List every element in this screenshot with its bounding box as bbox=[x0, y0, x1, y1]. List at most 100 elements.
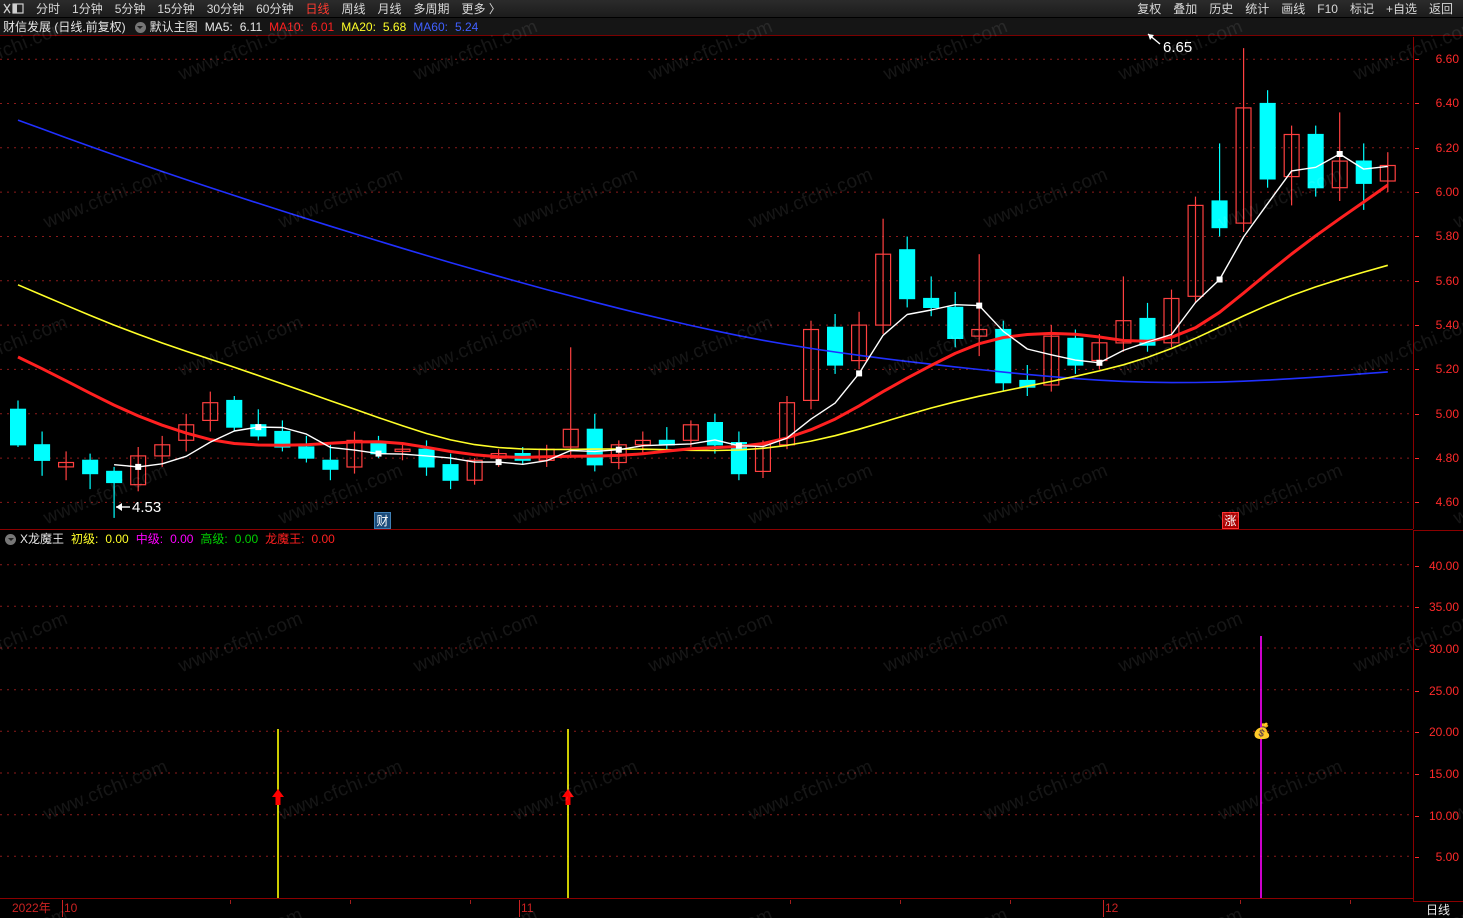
indicator-tick bbox=[1415, 732, 1419, 734]
price-tick-label: 5.60 bbox=[1435, 273, 1459, 288]
ma5-marker bbox=[135, 463, 142, 470]
ma60-label: MA60: bbox=[413, 19, 448, 34]
marker-cai[interactable]: 财 bbox=[374, 512, 391, 529]
indicator-tick bbox=[1415, 774, 1419, 775]
ma20-label: MA20: bbox=[341, 19, 376, 34]
period-tab-more[interactable]: 更多 〉 bbox=[461, 1, 501, 16]
indicator-chevron-icon[interactable] bbox=[5, 534, 16, 545]
date-axis: 2022年 10 11 12 bbox=[0, 898, 1413, 918]
price-tick bbox=[1415, 458, 1419, 460]
history-button[interactable]: 历史 bbox=[1209, 1, 1234, 16]
indicator-tick-label: 15.00 bbox=[1428, 767, 1459, 781]
indicator-tick bbox=[1415, 690, 1419, 692]
date-minor-tick bbox=[900, 900, 901, 904]
indicator-title[interactable]: X龙魔王 bbox=[20, 532, 65, 546]
back-button[interactable]: 返回 bbox=[1428, 1, 1453, 16]
chevron-down-icon[interactable] bbox=[134, 21, 146, 33]
price-tick bbox=[1415, 325, 1419, 327]
period-tab-0[interactable]: 分时 bbox=[36, 1, 61, 16]
drawline-button[interactable]: 画线 bbox=[1281, 1, 1306, 16]
candlestick bbox=[995, 320, 1012, 392]
top-toolbar: 分时 1分钟 5分钟 15分钟 30分钟 60分钟 日线 周线 月线 多周期 更… bbox=[0, 0, 1463, 18]
indicator-gaoji-value: 0.00 bbox=[234, 532, 259, 546]
price-tick-label: 6.00 bbox=[1435, 185, 1459, 200]
candlestick bbox=[1211, 143, 1228, 237]
ma5-marker bbox=[495, 459, 502, 466]
ma60-value: 5.24 bbox=[454, 19, 479, 34]
ma5-marker bbox=[856, 370, 863, 377]
ma-line-ma10 bbox=[17, 183, 1389, 459]
indicator-tick-label: 10.00 bbox=[1428, 808, 1459, 823]
price-tick-label: 4.60 bbox=[1435, 495, 1459, 510]
price-tick-label: 5.80 bbox=[1435, 229, 1459, 244]
candlestick bbox=[442, 453, 459, 490]
price-tick-label: 4.80 bbox=[1435, 451, 1459, 466]
price-tick-label: 5.20 bbox=[1435, 362, 1459, 377]
candlestick bbox=[1283, 125, 1300, 206]
candlestick bbox=[106, 466, 123, 518]
indicator-tick-label: 35.00 bbox=[1428, 600, 1459, 615]
main-info-bar: 财信发展 (日线.前复权) 默认主图 MA5: 6.11 MA10: 6.01 … bbox=[0, 18, 1463, 36]
up-arrow-icon bbox=[562, 789, 574, 805]
candlestick bbox=[82, 453, 99, 490]
main-price-chart[interactable] bbox=[0, 37, 1413, 529]
candlestick bbox=[947, 291, 964, 348]
panel-divider bbox=[0, 529, 1413, 530]
low-price-annotation: 4.53 bbox=[132, 499, 162, 516]
indicator-name[interactable]: 默认主图 bbox=[149, 19, 198, 34]
period-tab-5[interactable]: 60分钟 bbox=[256, 1, 294, 16]
period-tab-1[interactable]: 1分钟 bbox=[72, 1, 103, 16]
candlestick bbox=[1019, 365, 1036, 396]
date-minor-tick bbox=[350, 900, 351, 904]
period-tab-4[interactable]: 30分钟 bbox=[206, 1, 245, 16]
mark-button[interactable]: 标记 bbox=[1349, 1, 1374, 16]
candlestick bbox=[1187, 196, 1204, 303]
marker-zhang[interactable]: 涨 bbox=[1222, 512, 1239, 529]
price-tick-label: 6.60 bbox=[1435, 52, 1459, 67]
date-separator bbox=[62, 900, 63, 917]
indicator-zhongji-label: 中级: bbox=[135, 532, 164, 546]
period-tab-6[interactable]: 日线 bbox=[305, 1, 330, 16]
candlestick bbox=[298, 435, 315, 463]
date-minor-tick bbox=[790, 900, 791, 904]
candlestick bbox=[850, 311, 868, 370]
indicator-lmw-value: 0.00 bbox=[311, 532, 335, 546]
tool-buttons: 复权 叠加 历史 统计 画线 F10 标记 +自选 返回 bbox=[1131, 0, 1463, 18]
window-controls-icon[interactable] bbox=[2, 2, 26, 16]
f10-button[interactable]: F10 bbox=[1317, 1, 1338, 16]
period-tab-3[interactable]: 15分钟 bbox=[157, 1, 195, 16]
statistics-button[interactable]: 统计 bbox=[1245, 1, 1270, 16]
indicator-axis: 40.00 35.00 30.00 25.00 20.00 15.00 10.00 5.00 bbox=[1413, 530, 1463, 902]
add-favorite-button[interactable]: +自选 bbox=[1385, 1, 1417, 16]
ma5-marker bbox=[615, 446, 622, 453]
candlestick bbox=[1259, 90, 1276, 188]
date-separator bbox=[1103, 900, 1104, 917]
candlestick bbox=[394, 444, 411, 461]
price-tick-label: 6.40 bbox=[1435, 96, 1459, 111]
indicator-chart[interactable] bbox=[0, 548, 1413, 898]
indicator-tick bbox=[1415, 649, 1419, 650]
high-price-annotation: 6.65 bbox=[1163, 39, 1193, 56]
indicator-gaoji-label: 高级: bbox=[200, 532, 228, 546]
indicator-chuji-value: 0.00 bbox=[105, 532, 129, 546]
candlestick bbox=[1307, 125, 1324, 197]
fuquan-button[interactable]: 复权 bbox=[1137, 1, 1162, 16]
candlestick bbox=[826, 314, 844, 374]
overlay-button[interactable]: 叠加 bbox=[1173, 1, 1198, 16]
candlestick bbox=[682, 420, 699, 447]
period-indicator: 日线 bbox=[1413, 902, 1463, 918]
candlestick bbox=[1235, 48, 1252, 232]
ma5-marker bbox=[1096, 359, 1103, 366]
period-tab-8[interactable]: 月线 bbox=[377, 1, 402, 16]
candlestick bbox=[586, 413, 603, 472]
ma-line-ma60 bbox=[17, 119, 1388, 384]
candlestick bbox=[33, 431, 51, 476]
money-bag-icon: 💰 bbox=[1252, 723, 1272, 740]
price-tick-label: 5.00 bbox=[1435, 406, 1459, 421]
candlestick bbox=[57, 451, 75, 481]
ma5-marker bbox=[255, 424, 262, 431]
price-tick bbox=[1415, 147, 1419, 149]
period-tab-9[interactable]: 多周期 bbox=[413, 1, 450, 16]
period-tab-7[interactable]: 周线 bbox=[341, 1, 366, 16]
period-tab-2[interactable]: 5分钟 bbox=[114, 1, 146, 16]
